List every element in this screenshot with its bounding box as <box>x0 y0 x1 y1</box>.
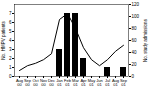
svg-text:Jun01: Jun01 <box>96 78 102 87</box>
svg-text:0: 0 <box>9 74 12 79</box>
svg-text:2: 2 <box>9 56 12 61</box>
svg-text:Jul01: Jul01 <box>105 78 111 87</box>
svg-text:Nov00: Nov00 <box>40 78 47 87</box>
svg-text:3: 3 <box>9 47 12 52</box>
svg-text:5: 5 <box>9 29 12 34</box>
svg-text:20: 20 <box>132 62 138 67</box>
svg-text:Oct00: Oct00 <box>32 78 39 87</box>
svg-text:Jan01: Jan01 <box>56 78 62 87</box>
svg-text:May01: May01 <box>88 78 96 87</box>
svg-text:Aug00: Aug00 <box>16 78 23 87</box>
svg-text:80: 80 <box>132 26 138 31</box>
svg-text:No. HMPV patients: No. HMPV patients <box>1 21 6 60</box>
svg-text:0: 0 <box>132 74 135 79</box>
svg-text:4: 4 <box>9 38 12 43</box>
svg-text:40: 40 <box>132 50 138 55</box>
svg-text:Feb01: Feb01 <box>64 78 72 87</box>
svg-text:100: 100 <box>132 14 140 19</box>
svg-text:Sep01: Sep01 <box>120 78 128 87</box>
svg-text:Sep00: Sep00 <box>24 78 32 87</box>
svg-text:Dec00: Dec00 <box>48 78 55 87</box>
svg-text:7: 7 <box>9 11 12 16</box>
svg-text:1: 1 <box>9 65 12 70</box>
svg-text:6: 6 <box>9 20 12 25</box>
svg-text:Apr01: Apr01 <box>80 78 87 87</box>
svg-text:Mar01: Mar01 <box>72 78 80 87</box>
svg-text:Aug01: Aug01 <box>112 78 119 87</box>
svg-text:60: 60 <box>132 38 138 43</box>
svg-text:No. study admissions: No. study admissions <box>143 18 148 62</box>
svg-text:120: 120 <box>132 2 140 7</box>
